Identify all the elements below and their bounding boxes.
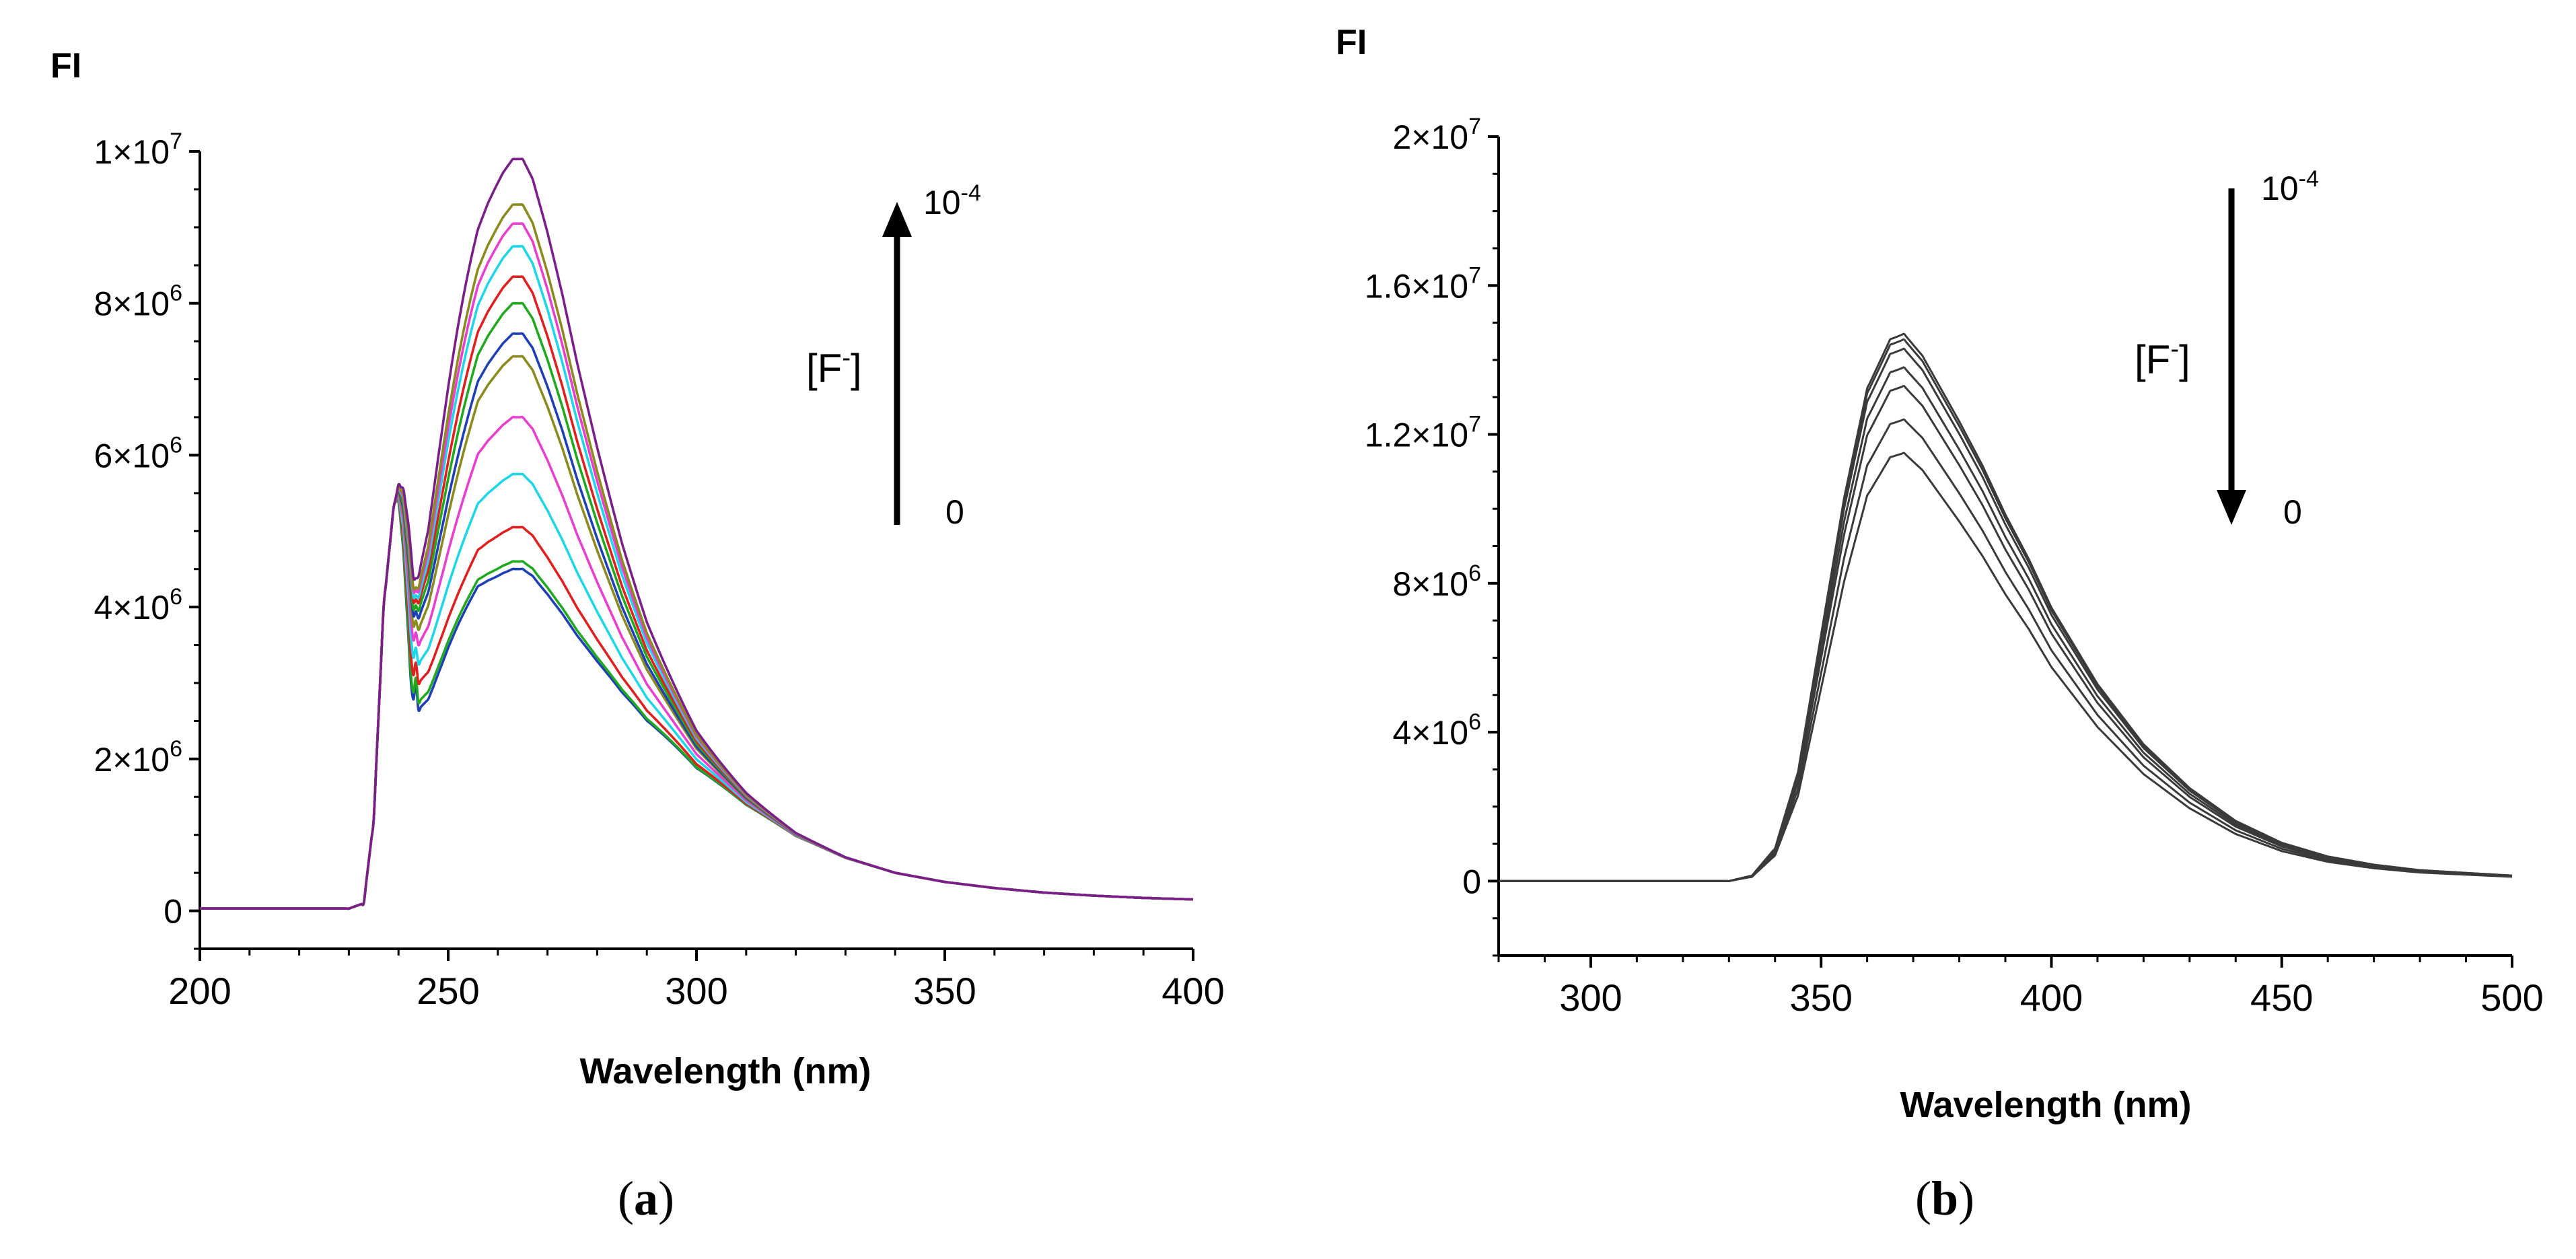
panel-b-y-tick-exponent: 7	[1468, 412, 1481, 437]
panel-b-y-tick-label: 4×106	[1392, 709, 1481, 752]
panel-a-x-tick-label: 250	[417, 970, 479, 1012]
panel-b-y-tick-label: 1.6×107	[1365, 262, 1481, 305]
panel-a-x-tick-label: 400	[1161, 970, 1224, 1012]
panel-a-x-tick-label: 200	[168, 970, 231, 1012]
panel-a-y-tick-exponent: 7	[170, 129, 182, 154]
panel-a-arrow-top-exponent: -4	[961, 180, 981, 206]
panel-b-y-tick-label: 1.2×107	[1365, 412, 1481, 454]
panel-a-x-tick-label: 350	[913, 970, 976, 1012]
panel-b-x-tick-label: 400	[2020, 976, 2083, 1019]
panel-a-y-title: FI	[50, 46, 81, 85]
panel-b-y-tick-exponent: 7	[1468, 114, 1481, 139]
panel-a-series-line	[200, 499, 1194, 910]
panel-b-y-tick-label: 0	[1462, 863, 1481, 900]
panel-a-letter: a	[634, 1172, 658, 1225]
panel-b: FI Wavelength (nm) 0 4×106 8×106 1.2×107 1.6…	[1336, 23, 2544, 1225]
panel-b-y-tick-label: 2×107	[1392, 114, 1481, 156]
panel-a-y-tick-label: 8×106	[94, 281, 182, 323]
panel-a-y-tick-label: 4×106	[94, 584, 182, 626]
panel-b-series	[1499, 332, 2513, 882]
panel-a-series	[200, 157, 1194, 910]
panel-b-x-tick-label: 450	[2250, 976, 2313, 1019]
panel-a-concentration-label-sup: -	[842, 344, 851, 372]
panel-b-letter: b	[1931, 1172, 1958, 1225]
panel-b-concentration-label-end: ]	[2179, 337, 2190, 382]
panel-a-series-line	[200, 301, 1194, 910]
panel-b-y-tick-exponent: 6	[1468, 709, 1481, 735]
panel-a-series-line	[200, 203, 1194, 910]
panel-a-arrow-head	[882, 202, 912, 237]
panel-b-x-title: Wavelength (nm)	[1900, 1085, 2191, 1125]
panel-a-series-line	[200, 355, 1194, 910]
panel-a-y-tick-exponent: 6	[170, 736, 182, 762]
panel-b-x-tick-label: 350	[1789, 976, 1852, 1019]
panel-a-y-tick-label: 0	[164, 893, 182, 931]
panel-b-y-title: FI	[1336, 23, 1367, 62]
panel-b-y-tick-exponent: 6	[1468, 561, 1481, 586]
panel-a-series-line	[200, 275, 1194, 910]
panel-a-label: (a)	[618, 1172, 674, 1225]
panel-a-series-line	[200, 332, 1194, 910]
panel-b-annotation: 10-4 0 [F-]	[2135, 166, 2319, 531]
panel-a-x-tick-label: 300	[665, 970, 727, 1012]
panel-b-concentration-label-sup: -	[2170, 335, 2179, 363]
panel-a-annotation: 10-4 0 [F-]	[806, 180, 981, 531]
panel-a-concentration-label-end: ]	[851, 346, 862, 391]
panel-a-y-tick-exponent: 6	[170, 432, 182, 458]
panel-a-y-tick-exponent: 6	[170, 281, 182, 306]
panel-b-arrow-bottom-label: 0	[2283, 493, 2302, 531]
panel-b-concentration-label: [F-]	[2135, 335, 2190, 382]
panel-a-series-line	[200, 415, 1194, 910]
panel-b-series-line	[1499, 418, 2513, 882]
panel-b-series-line	[1499, 347, 2513, 882]
panel-b-y-tick-label: 8×106	[1392, 561, 1481, 603]
panel-a-arrow-bottom-label: 0	[945, 493, 964, 531]
panel-a-y-tick-label: 2×106	[94, 736, 182, 779]
panel-a-series-line	[200, 157, 1194, 910]
panel-a-series-line	[200, 498, 1194, 910]
panel-a-x-title: Wavelength (nm)	[579, 1051, 871, 1091]
panel-b-series-line	[1499, 452, 2513, 882]
panel-b-series-line	[1499, 385, 2513, 882]
panel-b-label: (b)	[1915, 1172, 1974, 1225]
panel-b-x-tick-label: 500	[2480, 976, 2543, 1019]
panel-b-arrow-top-exponent: -4	[2299, 166, 2319, 192]
panel-a-arrow-top-label: 10-4	[923, 180, 981, 221]
panel-b-arrow-top-label: 10-4	[2261, 166, 2319, 207]
panel-b-arrow-head	[2217, 490, 2246, 525]
panel-a-y-tick-label: 6×106	[94, 432, 182, 474]
panel-a-series-line	[200, 245, 1194, 910]
panel-a-series-line	[200, 472, 1194, 910]
panel-a-concentration-label: [F-]	[806, 344, 862, 391]
panel-b-series-line	[1499, 366, 2513, 882]
panel-a-series-line	[200, 496, 1194, 910]
panel-a: FI Wavelength (nm) 0 2×106 4×106 6×106 8×106…	[50, 46, 1225, 1225]
panel-b-series-line	[1499, 338, 2513, 882]
panel-a-series-line	[200, 222, 1194, 910]
panel-b-x-tick-label: 300	[1559, 976, 1622, 1019]
panel-a-y-tick-label: 1×107	[94, 129, 182, 171]
panel-b-y-tick-exponent: 7	[1468, 262, 1481, 288]
panel-b-axes: 0 4×106 8×106 1.2×107 1.6×107 2×107 300 350 400 4…	[1365, 114, 2544, 1019]
panel-a-y-tick-exponent: 6	[170, 584, 182, 610]
panel-a-axes: 0 2×106 4×106 6×106 8×106 1×107 200 250 300 350 40…	[94, 129, 1224, 1012]
panel-b-series-line	[1499, 332, 2513, 882]
